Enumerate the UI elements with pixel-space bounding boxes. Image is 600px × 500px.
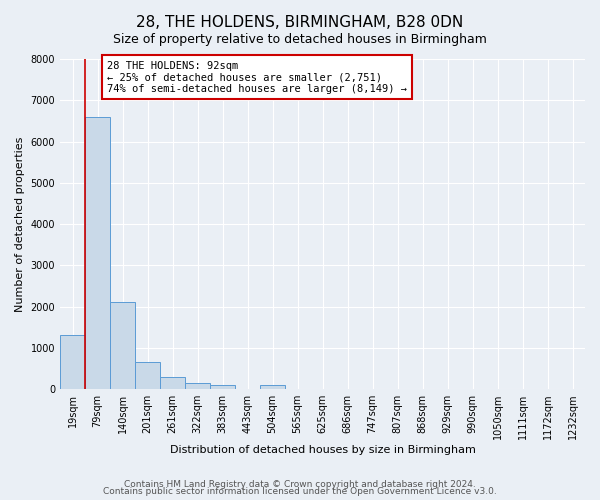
Bar <box>60 336 85 389</box>
Text: 28, THE HOLDENS, BIRMINGHAM, B28 0DN: 28, THE HOLDENS, BIRMINGHAM, B28 0DN <box>136 15 464 30</box>
Text: Contains public sector information licensed under the Open Government Licence v3: Contains public sector information licen… <box>103 487 497 496</box>
Bar <box>210 385 235 389</box>
Bar <box>160 376 185 389</box>
Bar <box>260 385 285 389</box>
Text: Contains HM Land Registry data © Crown copyright and database right 2024.: Contains HM Land Registry data © Crown c… <box>124 480 476 489</box>
Bar <box>85 117 110 389</box>
Y-axis label: Number of detached properties: Number of detached properties <box>15 136 25 312</box>
X-axis label: Distribution of detached houses by size in Birmingham: Distribution of detached houses by size … <box>170 445 475 455</box>
Bar <box>110 302 135 389</box>
Bar <box>185 383 210 389</box>
Bar <box>135 362 160 389</box>
Text: Size of property relative to detached houses in Birmingham: Size of property relative to detached ho… <box>113 32 487 46</box>
Text: 28 THE HOLDENS: 92sqm
← 25% of detached houses are smaller (2,751)
74% of semi-d: 28 THE HOLDENS: 92sqm ← 25% of detached … <box>107 60 407 94</box>
